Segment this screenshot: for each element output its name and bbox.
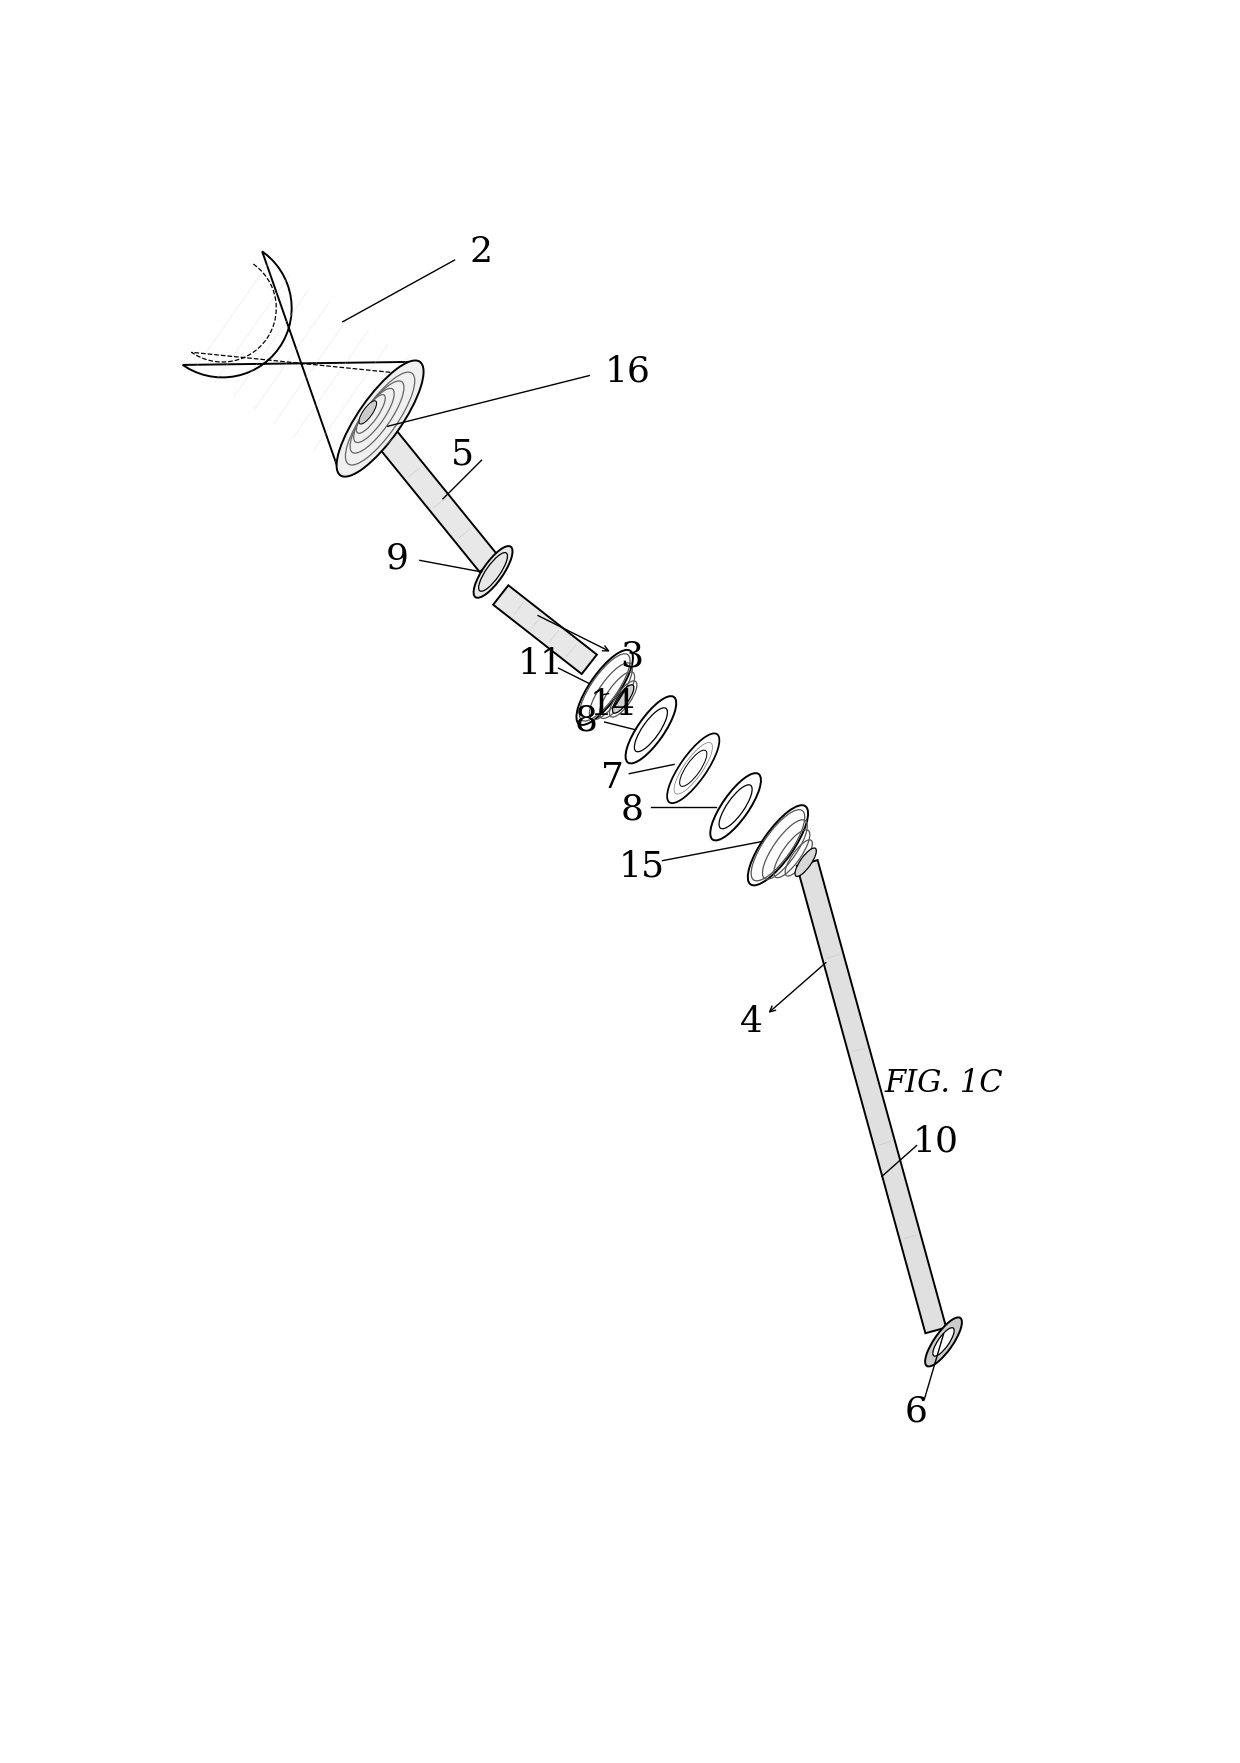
- Text: 6: 6: [905, 1395, 928, 1428]
- Ellipse shape: [748, 806, 808, 885]
- Polygon shape: [355, 404, 498, 571]
- Ellipse shape: [711, 774, 761, 841]
- Text: 10: 10: [913, 1125, 959, 1158]
- Ellipse shape: [635, 707, 667, 751]
- Text: 4: 4: [739, 1005, 763, 1040]
- Ellipse shape: [577, 651, 632, 725]
- Ellipse shape: [336, 360, 424, 476]
- Ellipse shape: [932, 1328, 954, 1356]
- Text: 16: 16: [605, 354, 651, 388]
- Text: 11: 11: [518, 647, 564, 681]
- Text: 15: 15: [619, 850, 665, 883]
- Text: 8: 8: [574, 703, 598, 737]
- Text: 3: 3: [620, 640, 644, 673]
- Ellipse shape: [613, 684, 634, 714]
- Polygon shape: [797, 860, 946, 1333]
- Ellipse shape: [625, 696, 676, 763]
- Text: 7: 7: [601, 760, 624, 795]
- Text: 5: 5: [450, 437, 474, 471]
- Text: 8: 8: [620, 792, 644, 827]
- Text: 2: 2: [470, 236, 494, 270]
- Ellipse shape: [358, 400, 377, 425]
- Ellipse shape: [680, 751, 707, 786]
- Polygon shape: [182, 252, 420, 476]
- Ellipse shape: [667, 733, 719, 804]
- Text: 14: 14: [589, 688, 635, 723]
- Text: FIG. 1C: FIG. 1C: [884, 1068, 1003, 1100]
- Ellipse shape: [474, 547, 512, 598]
- Polygon shape: [494, 585, 596, 673]
- Ellipse shape: [719, 785, 753, 829]
- Text: 9: 9: [386, 541, 408, 577]
- Ellipse shape: [925, 1317, 962, 1366]
- Ellipse shape: [795, 848, 816, 876]
